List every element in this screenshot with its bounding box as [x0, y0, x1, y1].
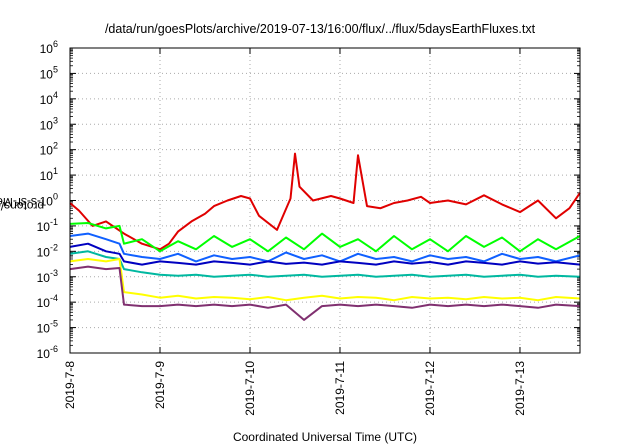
y-tick-label: 103	[40, 115, 58, 132]
y-tick-label: 101	[40, 166, 58, 183]
y-tick-label: 105	[40, 64, 58, 81]
y-tick-label: 102	[40, 141, 58, 158]
x-tick-label: 2019-7-9	[153, 361, 167, 409]
series-line-6	[69, 265, 581, 321]
y-tick-label: 10-1	[37, 217, 58, 234]
y-tick-label: 106	[40, 39, 58, 56]
x-tick-label: 2019-7-11	[333, 361, 347, 415]
series-line-0	[69, 152, 581, 251]
y-tick-label: 10-6	[37, 344, 58, 361]
y-tick-label: 10-4	[37, 293, 58, 310]
x-tick-label: 2019-7-10	[243, 361, 257, 416]
series-line-2	[69, 232, 581, 263]
y-tick-label: 100	[40, 192, 58, 209]
x-axis-label: Coordinated Universal Time (UTC)	[232, 430, 418, 444]
series-line-5	[69, 258, 581, 302]
x-tick-label: 2019-7-8	[63, 361, 77, 409]
y-tick-label: 10-5	[37, 319, 58, 336]
chart-title: /data/run/goesPlots/archive/2019-07-13/1…	[104, 22, 536, 36]
x-tick-label: 2019-7-12	[423, 361, 437, 416]
series-line-3	[69, 242, 581, 266]
series-line-1	[69, 222, 581, 253]
series-line-4	[69, 250, 581, 278]
y-tick-label: 10-2	[37, 242, 58, 259]
plot-frame	[69, 47, 581, 354]
x-tick-label: 2019-7-13	[513, 361, 527, 416]
y-tick-label: 104	[40, 90, 58, 107]
y-tick-label: 10-3	[37, 268, 58, 285]
